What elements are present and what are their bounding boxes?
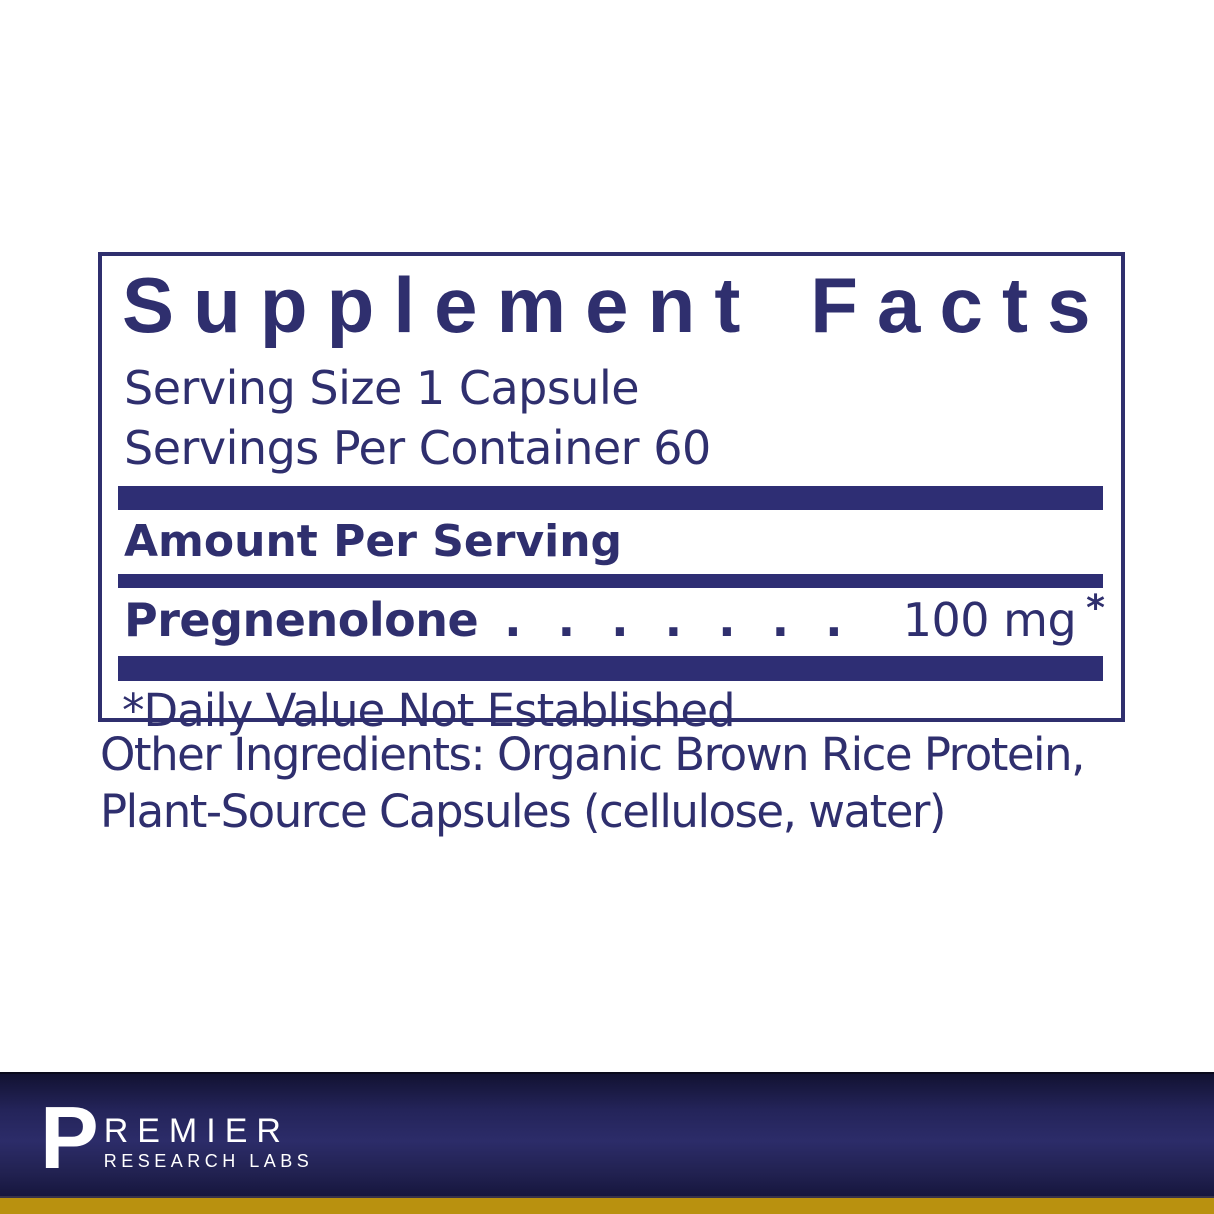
- ingredient-amount: 100 mg: [902, 593, 1077, 647]
- ingredient-name: Pregnenolone: [124, 593, 479, 647]
- logo-brand-subtitle: RESEARCH LABS: [103, 1151, 314, 1171]
- other-ingredients-line-1: Other Ingredients: Organic Brown Rice Pr…: [100, 728, 1085, 781]
- separator-bar-thin: [118, 574, 1103, 588]
- separator-bar-bottom: [118, 656, 1103, 681]
- brand-footer-band: P REMIER RESEARCH LABS: [0, 1072, 1214, 1196]
- serving-size-line: Serving Size 1 Capsule: [124, 361, 640, 415]
- other-ingredients-text: Other Ingredients: Organic Brown Rice Pr…: [100, 726, 1150, 840]
- daily-value-footnote: *Daily Value Not Established: [122, 684, 736, 737]
- ingredient-row: Pregnenolone . . . . . . . . . . . . . .…: [102, 588, 1121, 651]
- premier-research-labs-logo: P REMIER RESEARCH LABS: [40, 1088, 314, 1187]
- other-ingredients-line-2: Plant-Source Capsules (cellulose, water): [100, 785, 947, 838]
- amount-per-serving-header: Amount Per Serving: [124, 516, 623, 567]
- supplement-facts-title: Supplement Facts: [122, 261, 1110, 349]
- logo-initial-p: P: [40, 1088, 99, 1187]
- daily-value-asterisk: *: [1086, 588, 1105, 629]
- supplement-facts-box: Supplement Facts Serving Size 1 Capsule …: [98, 252, 1125, 735]
- logo-brand-name: REMIER: [103, 1112, 290, 1150]
- separator-bar-top: [118, 486, 1103, 510]
- servings-per-container-line: Servings Per Container 60: [124, 421, 711, 475]
- dot-leader: . . . . . . . . . . . . . .: [504, 594, 883, 646]
- gold-accent-bar: [0, 1196, 1214, 1214]
- logo-text-block: REMIER RESEARCH LABS: [104, 1102, 314, 1170]
